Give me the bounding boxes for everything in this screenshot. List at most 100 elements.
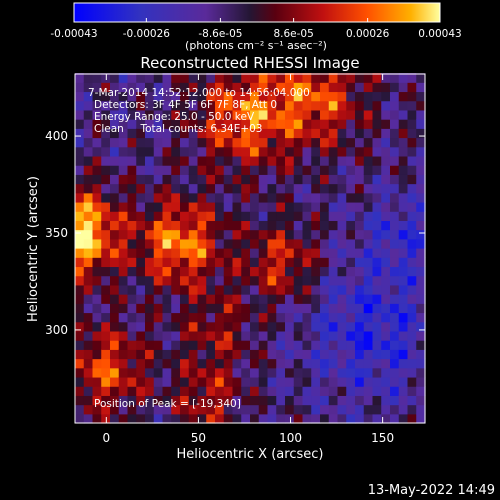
heatmap-cell (398, 294, 409, 304)
heatmap-cell (215, 82, 225, 93)
heatmap-cell (328, 294, 339, 304)
heatmap-cell (180, 91, 190, 102)
heatmap-cell (293, 358, 304, 369)
heatmap-cell (241, 386, 251, 396)
heatmap-cell (188, 386, 199, 396)
heatmap-cell (381, 257, 391, 268)
heatmap-cell (337, 174, 347, 185)
heatmap-cell (171, 82, 181, 93)
heatmap-cell (118, 165, 129, 175)
heatmap-cell (101, 82, 111, 93)
heatmap-cell (83, 192, 94, 203)
heatmap-cell (258, 174, 269, 185)
heatmap-cell (285, 229, 295, 240)
heatmap-cell (127, 367, 137, 378)
heatmap-cell (285, 367, 295, 378)
heatmap-cell (372, 100, 382, 111)
heatmap-cell (101, 137, 111, 148)
heatmap-cell (337, 358, 347, 369)
heatmap-cell (215, 238, 225, 249)
heatmap-cell (293, 192, 304, 203)
heatmap-cell (381, 100, 391, 111)
heatmap-cell (328, 330, 339, 341)
heatmap-cell (320, 137, 330, 148)
heatmap-cell (153, 146, 164, 157)
heatmap-cell (390, 321, 400, 332)
heatmap-cell (127, 376, 137, 387)
heatmap-cell (407, 312, 417, 323)
heatmap-cell (398, 82, 409, 93)
heatmap-cell (328, 183, 339, 194)
heatmap-cell (398, 349, 409, 360)
heatmap-cell (188, 257, 199, 268)
heatmap-cell (241, 82, 251, 93)
heatmap-cell (328, 248, 339, 258)
heatmap-cell (258, 73, 269, 83)
heatmap-cell (232, 229, 242, 240)
heatmap-cell (276, 220, 286, 231)
heatmap-cell (320, 376, 330, 387)
heatmap-cell (162, 358, 172, 369)
heatmap-cell (285, 100, 295, 111)
heatmap-cell (110, 367, 120, 378)
heatmap-cell (398, 119, 409, 129)
heatmap-cell (302, 349, 312, 360)
heatmap-cell (407, 367, 417, 378)
heatmap-cell (311, 82, 321, 93)
colorbar-unit-label: (photons cm⁻² s⁻¹ asec⁻²) (185, 39, 327, 52)
heatmap-cell (83, 82, 94, 93)
heatmap-cell (293, 146, 304, 157)
heatmap-cell (75, 238, 85, 249)
heatmap-cell (223, 284, 234, 295)
heatmap-cell (83, 220, 94, 231)
heatmap-cell (381, 349, 391, 360)
heatmap-cell (197, 321, 207, 332)
heatmap-cell (346, 109, 356, 120)
heatmap-cell (311, 386, 321, 396)
heatmap-cell (101, 155, 111, 166)
heatmap-cell (241, 413, 251, 424)
annotation-energy-range: Energy Range: 25.0 - 50.0 keV (94, 111, 255, 123)
heatmap-cell (171, 183, 181, 194)
heatmap-cell (250, 340, 260, 350)
heatmap-cell (162, 376, 172, 387)
heatmap-cell (223, 340, 234, 350)
heatmap-cell (83, 321, 94, 332)
heatmap-cell (311, 155, 321, 166)
heatmap-cell (145, 367, 155, 378)
heatmap-cell (398, 303, 409, 314)
heatmap-cell (250, 404, 260, 415)
heatmap-cell (241, 109, 251, 120)
heatmap-cell (346, 155, 356, 166)
heatmap-cell (101, 321, 111, 332)
heatmap-cell (110, 192, 120, 203)
heatmap-cell (153, 413, 164, 424)
heatmap-cell (337, 395, 347, 406)
heatmap-cell (215, 211, 225, 221)
heatmap-cell (223, 349, 234, 360)
heatmap-cell (302, 294, 312, 304)
heatmap-cell (390, 248, 400, 258)
heatmap-cell (363, 201, 374, 212)
heatmap-cell (285, 192, 295, 203)
heatmap-cell (320, 248, 330, 258)
heatmap-cell (223, 321, 234, 332)
heatmap-cell (398, 165, 409, 175)
heatmap-cell (363, 165, 374, 175)
heatmap-cell (337, 376, 347, 387)
heatmap-cell (232, 386, 242, 396)
heatmap-cell (372, 238, 382, 249)
heatmap-cell (75, 367, 85, 378)
heatmap-cell (293, 109, 304, 120)
heatmap-cell (136, 128, 146, 139)
heatmap-cell (398, 174, 409, 185)
heatmap-cell (171, 238, 181, 249)
heatmap-cell (83, 367, 94, 378)
heatmap-cell (232, 275, 242, 286)
heatmap-cell (136, 386, 146, 396)
heatmap-cell (328, 174, 339, 185)
heatmap-cell (416, 349, 426, 360)
heatmap-cell (215, 312, 225, 323)
heatmap-cell (188, 146, 199, 157)
heatmap-cell (293, 303, 304, 314)
